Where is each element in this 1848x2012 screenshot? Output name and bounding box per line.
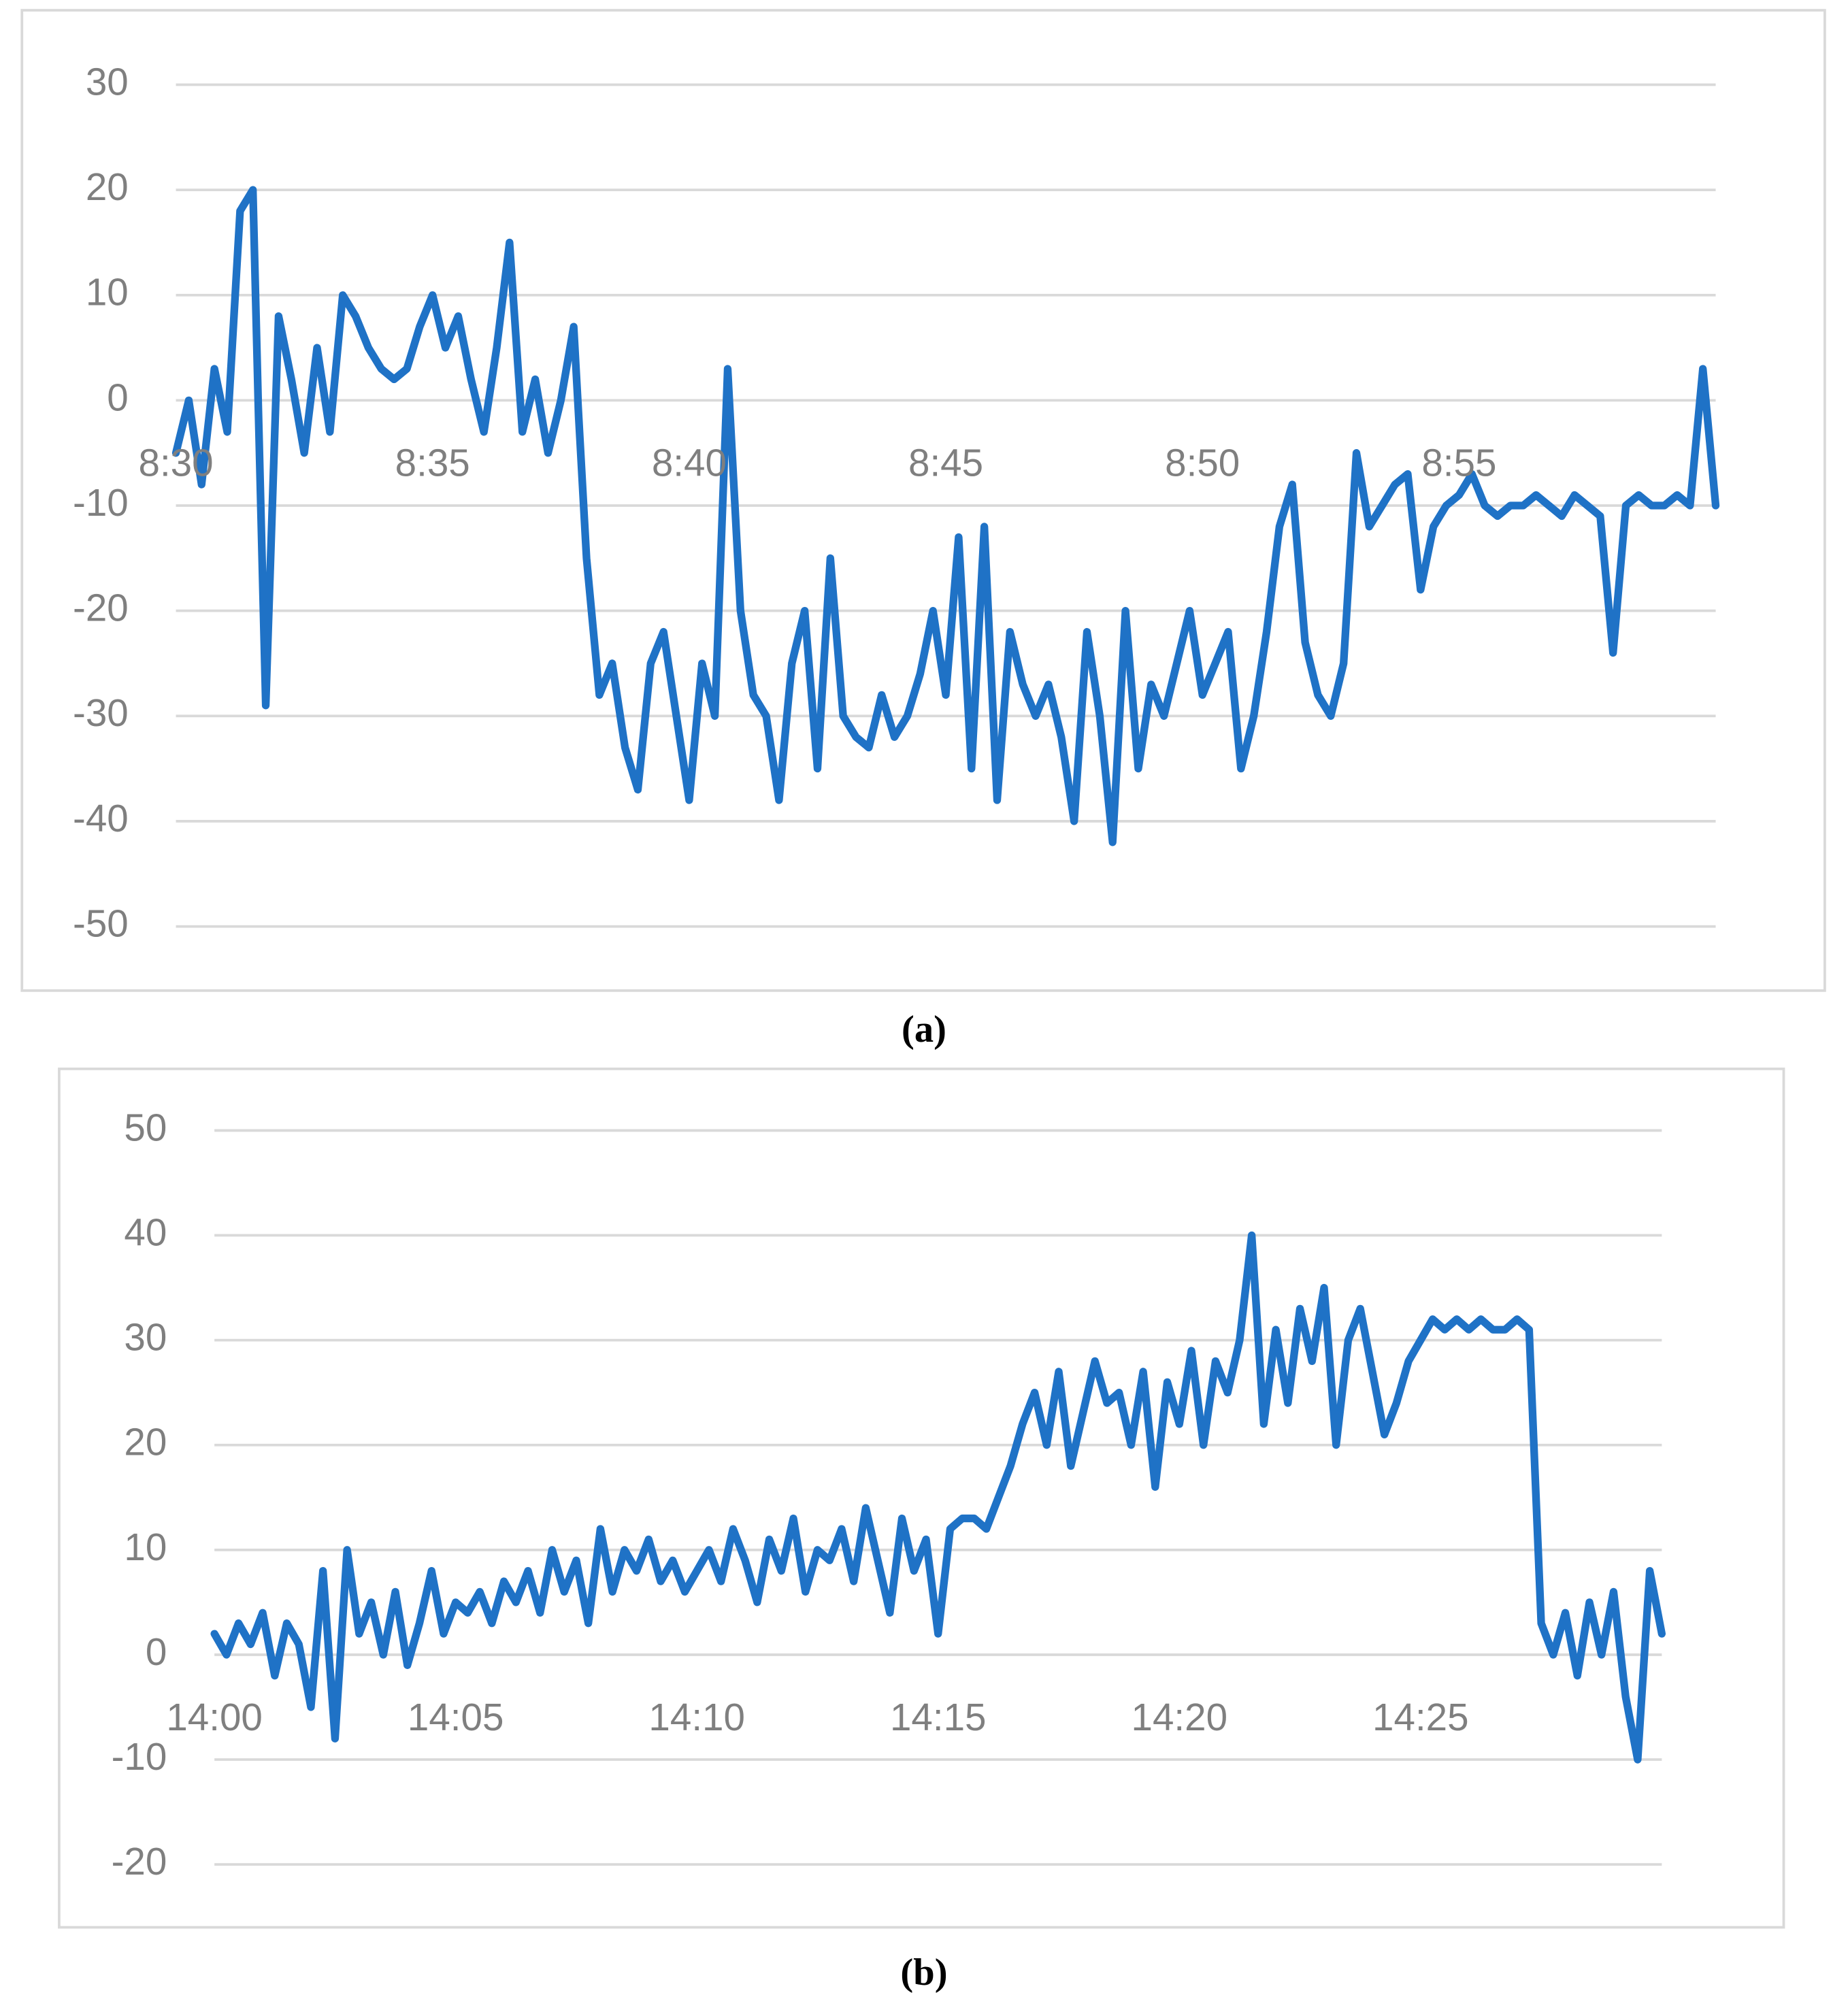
y-tick-label: -40 [73,797,129,840]
y-tick-label: -20 [73,587,129,629]
y-tick-label: 10 [124,1526,167,1568]
y-tick-label: 20 [124,1421,167,1464]
y-tick-label: 10 [86,271,129,314]
y-tick-label: 0 [146,1630,167,1673]
y-tick-label: 50 [124,1106,167,1149]
y-tick-label: 20 [86,165,129,208]
chart-border [58,1068,1785,1929]
x-tick-label: 14:25 [1372,1696,1469,1738]
x-tick-label: 8:40 [652,441,727,484]
caption: (b) [900,1951,947,1994]
chart-border [20,9,1826,992]
x-tick-label: 8:30 [139,441,214,484]
x-tick-label: 14:10 [648,1696,745,1738]
x-tick-label: 14:15 [890,1696,987,1738]
x-tick-label: 8:35 [395,441,470,484]
y-tick-label: -10 [73,481,129,524]
y-tick-label: 30 [124,1316,167,1359]
y-tick-label: 0 [107,376,128,418]
x-tick-label: 8:55 [1421,441,1496,484]
x-tick-label: 14:20 [1132,1696,1228,1738]
x-tick-label: 8:45 [908,441,983,484]
caption: (a) [902,1008,946,1051]
x-tick-label: 14:00 [166,1696,263,1738]
y-tick-label: -50 [73,902,129,945]
y-tick-label: -30 [73,691,129,734]
data-line [171,186,1720,846]
x-tick-label: 8:50 [1165,441,1240,484]
y-tick-label: -10 [112,1735,167,1778]
data-line [210,1231,1666,1764]
x-tick-label: 14:05 [408,1696,504,1738]
y-tick-label: -20 [112,1840,167,1883]
y-tick-label: 40 [124,1210,167,1253]
y-tick-label: 30 [86,60,129,103]
